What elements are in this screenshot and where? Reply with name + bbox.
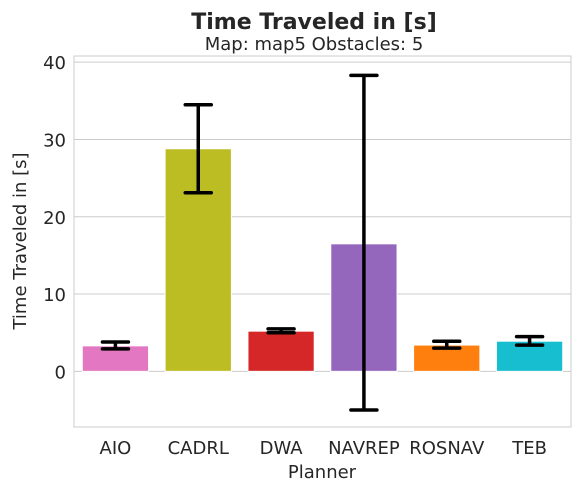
error-bar-layer: [100, 73, 545, 412]
x-tick-label: ROSNAV: [409, 438, 485, 459]
y-tick-label: 10: [43, 285, 66, 306]
chart-subtitle: Map: map5 Obstacles: 5: [205, 34, 424, 55]
x-tick-label: CADRL: [168, 438, 229, 459]
y-axis-label: Time Traveled in [s]: [10, 152, 31, 330]
x-tick-label: TEB: [511, 438, 547, 459]
x-tick-label: DWA: [260, 438, 304, 459]
y-tick-label: 20: [43, 208, 66, 229]
y-tick-layer: 0 10 20 30 40: [43, 53, 66, 383]
chart-title: Time Traveled in [s]: [191, 10, 437, 35]
x-tick-label: AIO: [100, 438, 132, 459]
x-tick-label: NAVREP: [328, 438, 400, 459]
y-tick-label: 30: [43, 130, 66, 151]
x-tick-layer: AIO CADRL DWA NAVREP ROSNAV TEB: [100, 438, 547, 459]
bar-aio: [81, 345, 150, 372]
bar-dwa: [247, 330, 315, 372]
x-axis-label: Planner: [288, 462, 357, 483]
y-tick-label: 0: [55, 362, 66, 383]
y-tick-label: 40: [43, 53, 66, 74]
grid-layer: [74, 61, 571, 372]
plot-area: [73, 55, 572, 428]
